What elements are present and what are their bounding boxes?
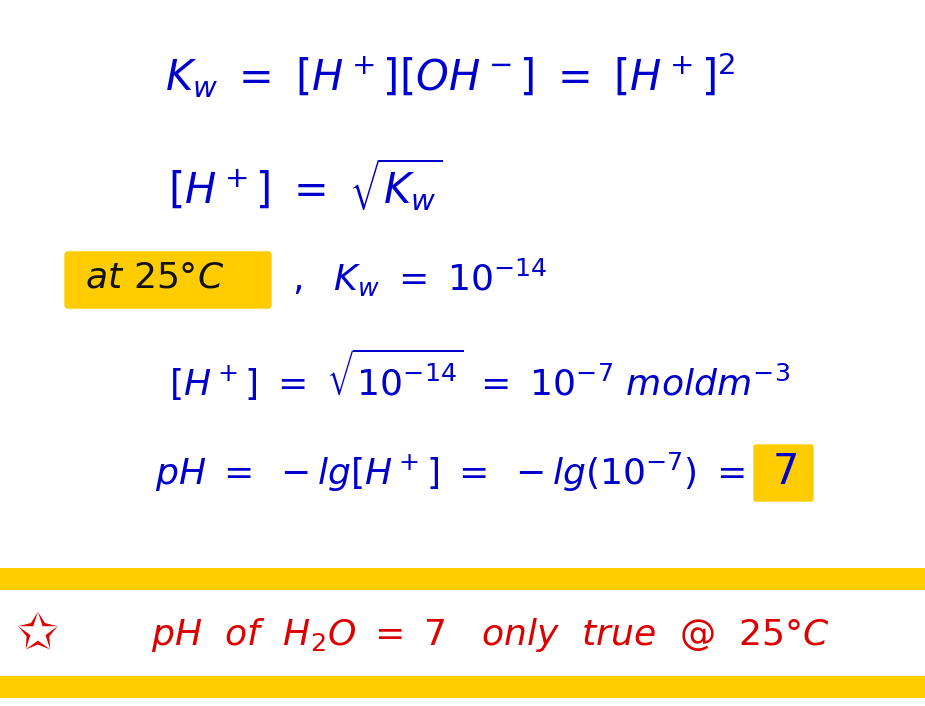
Text: $pH\ =\ -lg[H^+]\ =\ -lg(10^{-7})\ =\ $: $pH\ =\ -lg[H^+]\ =\ -lg(10^{-7})\ =\ $ — [154, 450, 746, 493]
Text: $,\ \ K_w\ =\ 10^{-14}$: $,\ \ K_w\ =\ 10^{-14}$ — [292, 257, 548, 299]
FancyBboxPatch shape — [754, 445, 813, 501]
Text: $[H^+]\ =\ \sqrt{10^{-14}}\ =\ 10^{-7}\ moldm^{-3}$: $[H^+]\ =\ \sqrt{10^{-14}}\ =\ 10^{-7}\ … — [169, 347, 791, 403]
FancyBboxPatch shape — [65, 252, 271, 308]
Text: $[H^+]\ =\ \sqrt{K_w}$: $[H^+]\ =\ \sqrt{K_w}$ — [167, 157, 442, 213]
Text: $pH\ \ of\ \ H_2O\ =\ 7\ \ \ only\ \ true\ \ @\ \ 25°C$: $pH\ \ of\ \ H_2O\ =\ 7\ \ \ only\ \ tru… — [151, 616, 830, 654]
Bar — [0, 590, 925, 676]
Text: $K_w\ =\ [H^+][OH^-]\ =\ [H^+]^2$: $K_w\ =\ [H^+][OH^-]\ =\ [H^+]^2$ — [165, 50, 735, 100]
Text: ✩: ✩ — [17, 611, 59, 659]
Text: $7$: $7$ — [771, 451, 796, 493]
Bar — [0, 568, 925, 698]
Text: $at\ 25°C$: $at\ 25°C$ — [85, 261, 225, 295]
